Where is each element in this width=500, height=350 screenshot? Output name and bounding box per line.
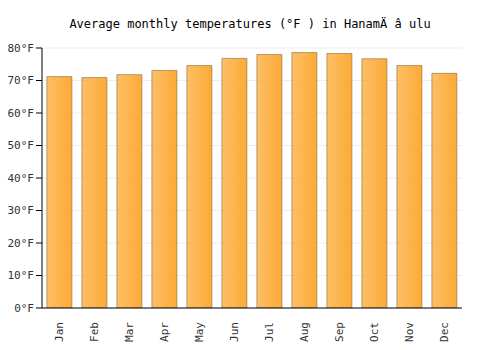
svg-text:50°F: 50°F [8,139,34,152]
svg-text:May: May [193,322,206,342]
svg-text:Mar: Mar [123,322,136,342]
svg-text:Jan: Jan [53,322,66,342]
svg-text:70°F: 70°F [8,74,34,87]
svg-text:Aug: Aug [298,322,311,342]
svg-text:60°F: 60°F [8,107,34,120]
svg-text:20°F: 20°F [8,237,34,250]
svg-text:Feb: Feb [88,322,101,342]
svg-text:Nov: Nov [403,322,416,342]
svg-text:Dec: Dec [438,322,451,342]
svg-text:Jul: Jul [263,322,276,342]
svg-text:10°F: 10°F [8,269,34,282]
svg-text:Sep: Sep [333,322,346,342]
html-text:Average monthly temperatures (: Average monthly temperatures (°F ) in Ha… [69,17,431,31]
svg-text:Jun: Jun [228,322,241,342]
svg-text:80°F: 80°F [8,42,34,55]
svg-text:Oct: Oct [368,322,381,342]
svg-text:0°F: 0°F [14,302,34,315]
svg-text:Apr: Apr [158,322,171,342]
svg-text:40°F: 40°F [8,172,34,185]
svg-text:30°F: 30°F [8,204,34,217]
